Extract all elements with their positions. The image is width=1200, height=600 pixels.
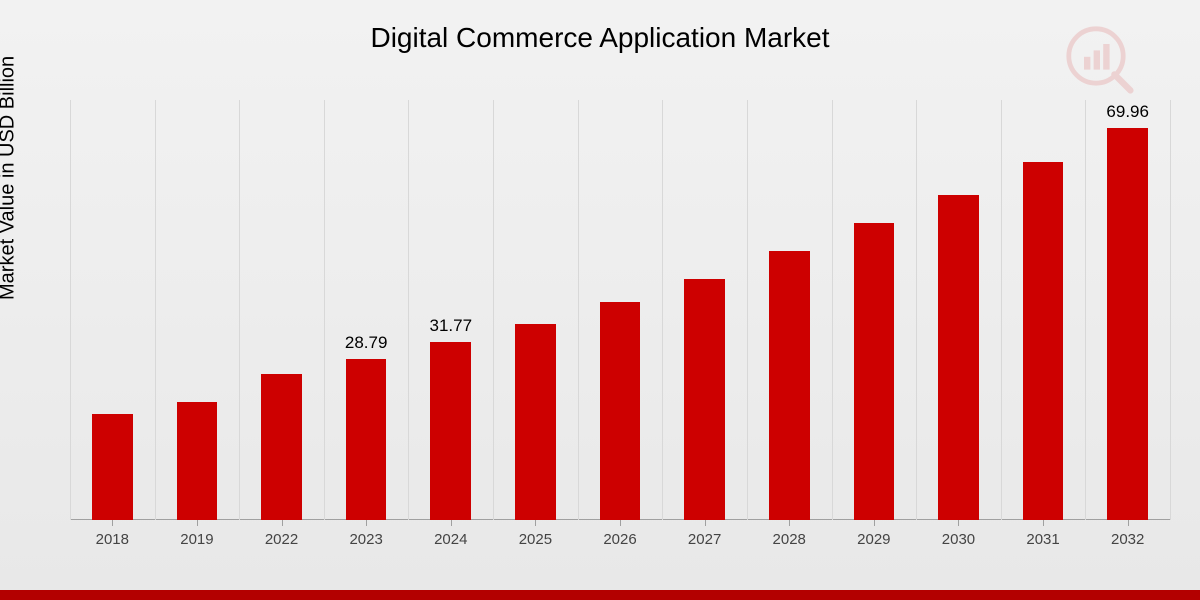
chart-title: Digital Commerce Application Market — [0, 22, 1200, 54]
x-tick — [197, 520, 198, 526]
grid-line — [1001, 100, 1002, 520]
x-tick-label: 2031 — [1003, 531, 1083, 548]
bar — [854, 223, 895, 520]
x-tick-label: 2025 — [495, 531, 575, 548]
x-tick — [958, 520, 959, 526]
chart-stage: Digital Commerce Application Market Mark… — [0, 0, 1200, 600]
grid-line — [832, 100, 833, 520]
grid-line — [493, 100, 494, 520]
bar — [92, 414, 133, 520]
x-tick — [112, 520, 113, 526]
x-tick — [789, 520, 790, 526]
grid-line — [1170, 100, 1171, 520]
x-tick-label: 2032 — [1088, 531, 1168, 548]
x-tick-label: 2029 — [834, 531, 914, 548]
bar — [600, 302, 641, 520]
plot-area: 201820192022202328.79202431.772025202620… — [70, 100, 1170, 520]
grid-line — [1085, 100, 1086, 520]
bar-value-label: 31.77 — [411, 316, 491, 336]
x-tick-label: 2018 — [72, 531, 152, 548]
x-tick — [451, 520, 452, 526]
x-tick-label: 2023 — [326, 531, 406, 548]
x-tick — [705, 520, 706, 526]
bar — [684, 279, 725, 520]
x-tick-label: 2022 — [242, 531, 322, 548]
x-tick — [366, 520, 367, 526]
x-tick-label: 2027 — [665, 531, 745, 548]
bar — [515, 324, 556, 520]
grid-line — [578, 100, 579, 520]
grid-line — [916, 100, 917, 520]
bar — [938, 195, 979, 520]
grid-line — [155, 100, 156, 520]
grid-line — [324, 100, 325, 520]
x-tick-label: 2024 — [411, 531, 491, 548]
bar — [346, 359, 387, 520]
bar-value-label: 28.79 — [326, 333, 406, 353]
bar — [177, 402, 218, 520]
grid-line — [408, 100, 409, 520]
bar — [261, 374, 302, 520]
x-tick — [874, 520, 875, 526]
bar — [1023, 162, 1064, 520]
bar-value-label: 69.96 — [1088, 102, 1168, 122]
y-axis-label: Market Value in USD Billion — [0, 56, 20, 300]
bar — [430, 342, 471, 520]
grid-line — [239, 100, 240, 520]
x-tick — [620, 520, 621, 526]
footer-accent-bar — [0, 590, 1200, 600]
bar — [1107, 128, 1148, 520]
grid-line — [662, 100, 663, 520]
x-tick — [1043, 520, 1044, 526]
x-tick-label: 2026 — [580, 531, 660, 548]
x-tick — [1128, 520, 1129, 526]
x-tick-label: 2019 — [157, 531, 237, 548]
bar — [769, 251, 810, 520]
watermark-logo-icon — [1060, 20, 1140, 100]
grid-line — [70, 100, 71, 520]
grid-line — [747, 100, 748, 520]
x-tick-label: 2030 — [918, 531, 998, 548]
x-tick — [535, 520, 536, 526]
x-tick — [282, 520, 283, 526]
x-tick-label: 2028 — [749, 531, 829, 548]
